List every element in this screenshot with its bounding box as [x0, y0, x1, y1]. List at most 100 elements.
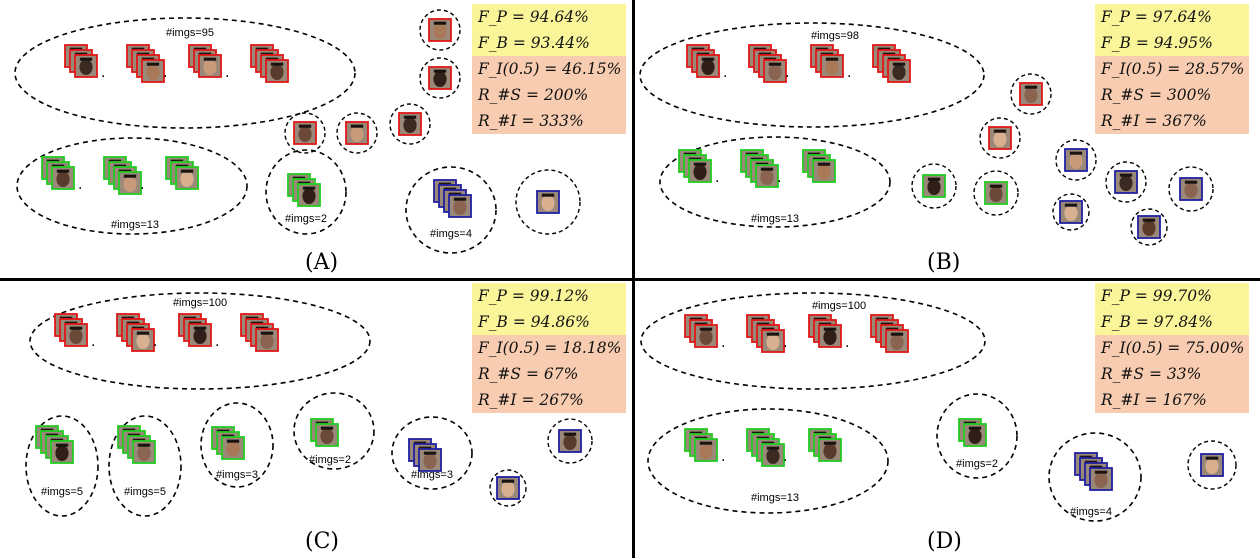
- stat-fb: F_B = 94.86%: [472, 309, 626, 335]
- stat-fi: F_I(0.5) = 28.57%: [1095, 56, 1249, 82]
- face-thumbnail: [887, 59, 911, 83]
- stats-box: F_P = 99.70% F_B = 97.84% F_I(0.5) = 75.…: [1095, 283, 1249, 413]
- panel-c-clusters: #imgs=100 · · · #imgs=5 #imgs=5 #imgs=3 #imgs=2…: [25, 292, 593, 517]
- cluster-boundary: [1105, 161, 1147, 203]
- face-thumbnail: [448, 194, 472, 218]
- face-thumbnail: [1059, 200, 1083, 224]
- face-thumbnail: [761, 443, 785, 467]
- cluster-boundary: [108, 415, 182, 517]
- ellipsis-dots: ·: [163, 69, 167, 85]
- stat-fb: F_B = 94.95%: [1095, 30, 1249, 56]
- cluster-boundary: [515, 169, 581, 235]
- stat-rs: R_#S = 33%: [1095, 361, 1249, 387]
- image-count-label: #imgs=4: [1070, 506, 1112, 518]
- stat-fi: F_I(0.5) = 75.00%: [1095, 335, 1249, 361]
- image-count-label: #imgs=2: [285, 213, 327, 225]
- panel-c: #imgs=100 · · · #imgs=5 #imgs=5 #imgs=3 #imgs=2…: [0, 281, 630, 559]
- image-count-label: #imgs=2: [956, 458, 998, 470]
- face-thumbnail: [536, 190, 560, 214]
- stats-box: F_P = 99.12% F_B = 94.86% F_I(0.5) = 18.…: [472, 283, 626, 413]
- cluster-boundary: [1010, 73, 1052, 115]
- cluster-boundary: [647, 408, 889, 514]
- cluster-boundary: [391, 416, 473, 490]
- panel-caption: (C): [305, 529, 339, 554]
- face-thumbnail: [265, 59, 289, 83]
- image-count-label: #imgs=5: [124, 486, 166, 498]
- cluster-boundary: [14, 17, 356, 129]
- face-thumbnail: [963, 423, 987, 447]
- cluster-boundary: [547, 418, 593, 464]
- face-thumbnail: [1064, 148, 1088, 172]
- cluster-boundary: [1130, 208, 1168, 246]
- image-count-label: #imgs=13: [111, 219, 159, 231]
- face-thumbnail: [818, 438, 842, 462]
- image-count-label: #imgs=13: [751, 492, 799, 504]
- cluster-boundary: [419, 57, 461, 99]
- ellipsis-dots: ·: [777, 174, 781, 190]
- stat-ri: R_#I = 167%: [1095, 387, 1249, 413]
- face-thumbnail: [255, 328, 279, 352]
- image-count-label: #imgs=100: [812, 300, 866, 312]
- face-thumbnail: [141, 59, 165, 83]
- cluster-boundary: [973, 170, 1019, 216]
- face-thumbnail: [428, 66, 452, 90]
- ellipsis-dots: ·: [847, 69, 851, 85]
- panel-b-clusters: #imgs=98 · · · #imgs=13 · ·: [639, 22, 1214, 246]
- stat-rs: R_#S = 200%: [472, 82, 626, 108]
- face-thumbnail: [293, 121, 317, 145]
- face-thumbnail: [558, 429, 582, 453]
- cluster-boundary: [293, 392, 375, 470]
- stat-fb: F_B = 93.44%: [472, 30, 626, 56]
- stat-ri: R_#I = 333%: [472, 108, 626, 134]
- ellipsis-dots: ·: [723, 69, 727, 85]
- cluster-boundary: [1055, 139, 1097, 181]
- face-thumbnail: [131, 328, 155, 352]
- horizontal-divider: [0, 278, 1260, 281]
- ellipsis-dots: ·: [785, 69, 789, 85]
- face-thumbnail: [496, 476, 520, 500]
- face-thumbnail: [885, 329, 909, 353]
- cluster-boundary: [1048, 432, 1142, 522]
- face-thumbnail: [132, 440, 156, 464]
- face-thumbnail: [175, 166, 199, 190]
- face-thumbnail: [922, 174, 946, 198]
- panel-d: #imgs=100 · · · #imgs=13 · · #imgs=2 #imgs=4 F_P…: [635, 281, 1260, 559]
- ellipsis-dots: ·: [140, 181, 144, 197]
- panel-caption: (B): [927, 250, 961, 275]
- stat-ri: R_#I = 367%: [1095, 108, 1249, 134]
- ellipsis-dots: ·: [78, 181, 82, 197]
- cluster-boundary: [1187, 440, 1237, 490]
- cluster-boundary: [1168, 166, 1214, 212]
- image-count-label: #imgs=13: [751, 213, 799, 225]
- ellipsis-dots: ·: [715, 174, 719, 190]
- panel-d-clusters: #imgs=100 · · · #imgs=13 · · #imgs=2 #imgs=4: [640, 292, 1237, 522]
- stat-fp: F_P = 99.70%: [1095, 283, 1249, 309]
- face-thumbnail: [820, 54, 844, 78]
- face-thumbnail: [315, 423, 339, 447]
- cluster-boundary: [979, 117, 1021, 159]
- face-thumbnail: [188, 323, 212, 347]
- cluster-boundary: [419, 9, 461, 51]
- cluster-boundary: [389, 103, 431, 145]
- ellipsis-dots: ·: [225, 69, 229, 85]
- panel-a-clusters: #imgs=95 · · · #imgs=13 · · #imgs=2 #imgs=4: [14, 9, 581, 254]
- image-count-label: #imgs=5: [41, 486, 83, 498]
- cluster-boundary: [405, 166, 497, 254]
- face-thumbnail: [988, 126, 1012, 150]
- face-thumbnail: [755, 164, 779, 188]
- cluster-boundary: [200, 402, 274, 488]
- face-thumbnail: [763, 59, 787, 83]
- image-count-label: #imgs=98: [811, 30, 859, 42]
- cluster-boundary: [640, 292, 986, 390]
- face-thumbnail: [1019, 82, 1043, 106]
- stat-fp: F_P = 99.12%: [472, 283, 626, 309]
- face-thumbnail: [1179, 177, 1203, 201]
- cluster-boundary: [489, 469, 527, 507]
- panel-caption: (D): [927, 529, 962, 554]
- face-thumbnail: [1137, 215, 1161, 239]
- ellipsis-dots: ·: [215, 338, 219, 354]
- face-thumbnail: [1200, 453, 1224, 477]
- face-thumbnail: [118, 171, 142, 195]
- face-thumbnail: [1089, 467, 1113, 491]
- stat-rs: R_#S = 67%: [472, 361, 626, 387]
